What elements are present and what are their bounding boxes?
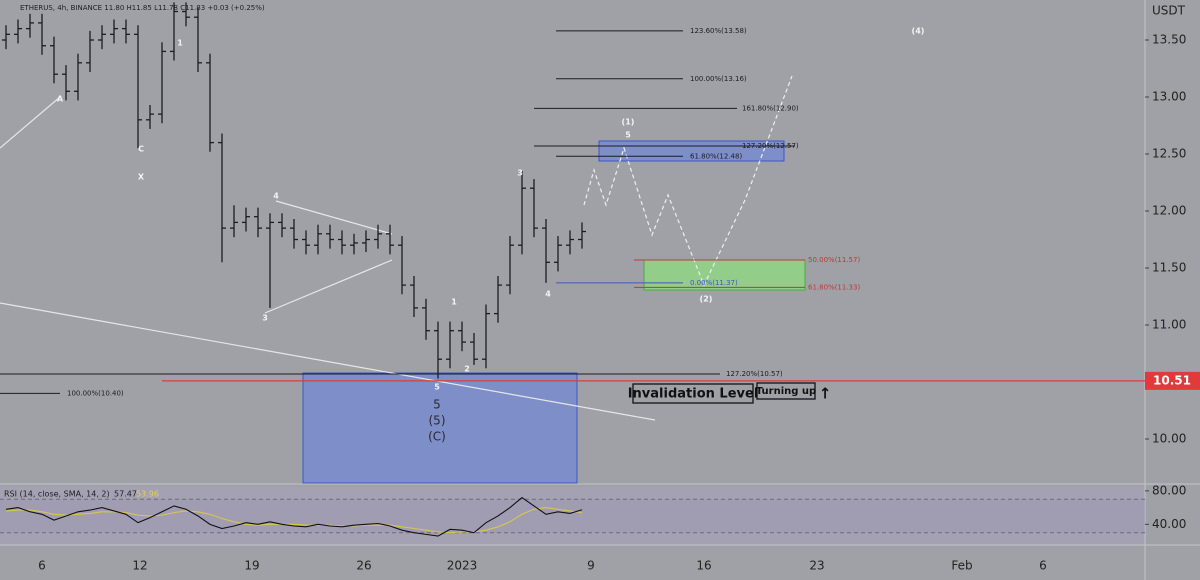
fib-label: 0.00%(11.37) — [690, 279, 738, 287]
fib-label: 100.00%(13.16) — [690, 75, 747, 83]
y-tick-label: 12.00 — [1152, 204, 1186, 218]
wave-label: C — [138, 145, 144, 154]
currency-label: USDT — [1152, 4, 1186, 18]
turning-note: Turning up — [756, 386, 816, 397]
rsi-tick-label: 80.00 — [1152, 483, 1186, 497]
arrow-note: ↑ — [819, 385, 832, 403]
rsi-band — [0, 499, 1145, 533]
wave-label: (2) — [700, 295, 713, 304]
wave-label: 1 — [177, 39, 183, 48]
wave-line — [0, 96, 61, 149]
y-tick-label: 12.50 — [1152, 147, 1186, 161]
projection-path — [583, 75, 793, 287]
x-tick-label: Feb — [951, 559, 972, 573]
x-tick-label: 23 — [809, 559, 824, 573]
fib-label: 161.80%(12.90) — [742, 104, 799, 112]
annotation-box — [632, 383, 754, 404]
y-tick-label: 13.50 — [1152, 33, 1186, 47]
x-tick-label: 6 — [38, 559, 46, 573]
y-tick-label: 10.00 — [1152, 431, 1186, 445]
wave-label: 3 — [517, 169, 523, 178]
wave-label: 1 — [451, 298, 457, 307]
wave-label: 3 — [262, 314, 268, 323]
y-tick-label: 13.00 — [1152, 90, 1186, 104]
support-zone — [302, 372, 578, 484]
x-tick-label: 19 — [244, 559, 259, 573]
wave-label: (C) — [428, 430, 446, 444]
rsi-pane — [0, 487, 1145, 545]
price-tag — [1145, 371, 1200, 390]
rsi-sma-line — [5, 507, 583, 534]
wave-label: 5 — [434, 383, 440, 392]
invalidation-note: Invalidation Level — [628, 387, 759, 402]
wave-label: X — [138, 173, 145, 182]
wave-label: 5 — [625, 131, 631, 140]
x-tick-label: 2023 — [447, 559, 478, 573]
rsi-tick-label: 40.00 — [1152, 517, 1186, 531]
y-tick-label: 11.50 — [1152, 261, 1186, 275]
rsi-line — [5, 496, 583, 537]
fib-label: 61.80%(12.48) — [690, 152, 742, 160]
wave-label: (1) — [622, 118, 635, 127]
fib-label: 50.00%(11.57) — [808, 256, 860, 264]
y-tick-label: 11.00 — [1152, 318, 1186, 332]
x-tick-label: 9 — [587, 559, 595, 573]
annotation-box — [756, 382, 816, 400]
rsi-title: RSI (14, close, SMA, 14, 2) — [4, 490, 110, 499]
wave-label: 4 — [545, 290, 551, 299]
rsi-sma-value: 53.96 — [136, 490, 159, 499]
x-tick-label: 26 — [356, 559, 371, 573]
trend-line — [0, 302, 656, 421]
x-tick-label: 16 — [696, 559, 711, 573]
wave-label: (4) — [912, 27, 925, 36]
triangle-upper — [275, 200, 393, 235]
triangle-lower — [264, 259, 393, 314]
x-tick-label: 12 — [132, 559, 147, 573]
fib-label: 100.00%(10.40) — [67, 389, 124, 397]
buy-zone — [643, 259, 806, 291]
fib-label: 127.20%(10.57) — [726, 370, 783, 378]
wave-label: 5 — [433, 398, 441, 412]
symbol-header: ETHERUS, 4h, BINANCE 11.80 H11.85 L11.78… — [20, 4, 265, 12]
wave-label: 4 — [273, 192, 279, 201]
wave-label: 2 — [464, 365, 470, 374]
wave-label: (5) — [429, 414, 446, 428]
fib-label: 123.60%(13.58) — [690, 27, 747, 35]
wave-label: A — [57, 95, 64, 104]
x-tick-label: 6 — [1039, 559, 1047, 573]
price-tag-label: 10.51 — [1153, 373, 1191, 387]
fib-label: 61.80%(11.33) — [808, 283, 860, 291]
fib-label: 127.20%(12.57) — [742, 142, 799, 150]
rsi-value: 57.47 — [114, 490, 137, 499]
